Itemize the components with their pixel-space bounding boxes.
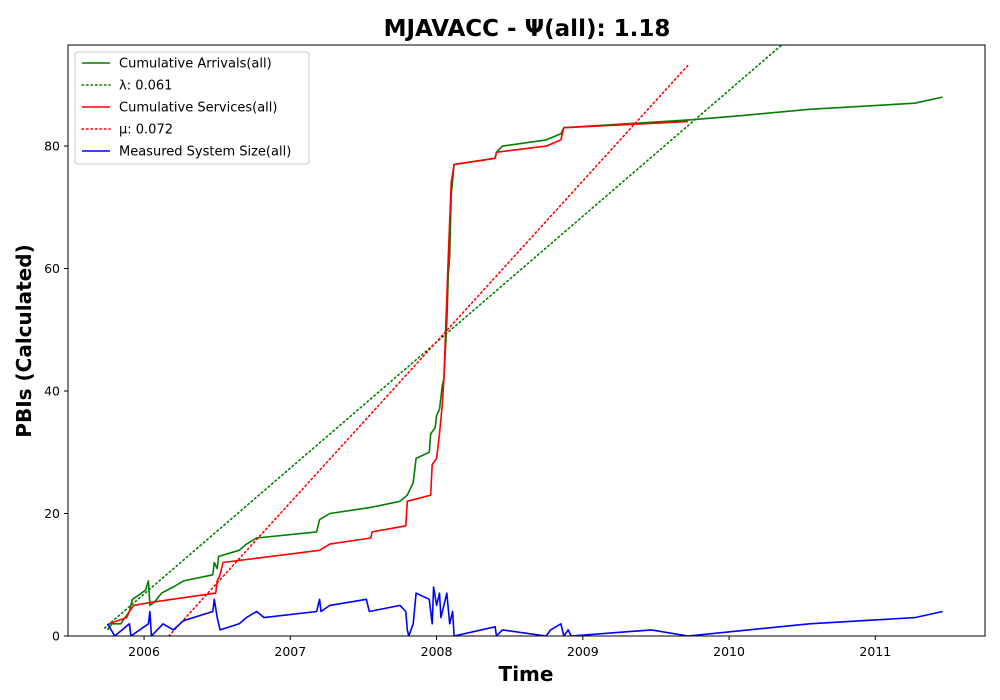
plot-border (67, 44, 986, 637)
series-line-3 (168, 64, 689, 636)
series-line-1 (103, 45, 783, 629)
legend-box (74, 51, 310, 165)
legend-label-2: Cumulative Services(all) (119, 101, 277, 116)
x-axis-label: Time (499, 662, 554, 686)
legend-label-4: Measured System Size(all) (119, 145, 291, 160)
y-tick-label-0: 0 (52, 629, 60, 644)
x-tick-label-4: 2010 (713, 644, 745, 659)
chart-title: MJAVACC - Ψ(all): 1.18 (384, 16, 671, 42)
series-line-4 (106, 586, 943, 636)
y-tick-label-2: 40 (44, 384, 60, 399)
x-tick-label-5: 2011 (859, 644, 891, 659)
y-axis-label: PBIs (Calculated) (12, 244, 36, 437)
legend-items: Cumulative Arrivals(all) λ: 0.061 Cumulati… (81, 57, 291, 160)
legend-label-0: Cumulative Arrivals(all) (119, 57, 272, 72)
legend-label-1: λ: 0.061 (119, 79, 172, 94)
x-tick-label-0: 2006 (128, 644, 160, 659)
y-tick-label-3: 60 (44, 261, 60, 276)
series-layer (103, 45, 943, 636)
legend-label-3: μ: 0.072 (119, 123, 173, 138)
series-line-2 (108, 120, 689, 625)
x-axis: 2006 2007 2008 2009 2010 2011 (128, 636, 891, 659)
legend: Cumulative Arrivals(all) λ: 0.061 Cumulati… (74, 51, 310, 165)
series-line-0 (106, 96, 943, 631)
y-axis: 0 20 40 60 80 (44, 139, 68, 644)
x-tick-label-2: 2008 (421, 644, 453, 659)
y-tick-label-1: 20 (44, 506, 60, 521)
y-tick-label-4: 80 (44, 139, 60, 154)
x-tick-label-3: 2009 (567, 644, 599, 659)
x-tick-label-1: 2007 (274, 644, 306, 659)
